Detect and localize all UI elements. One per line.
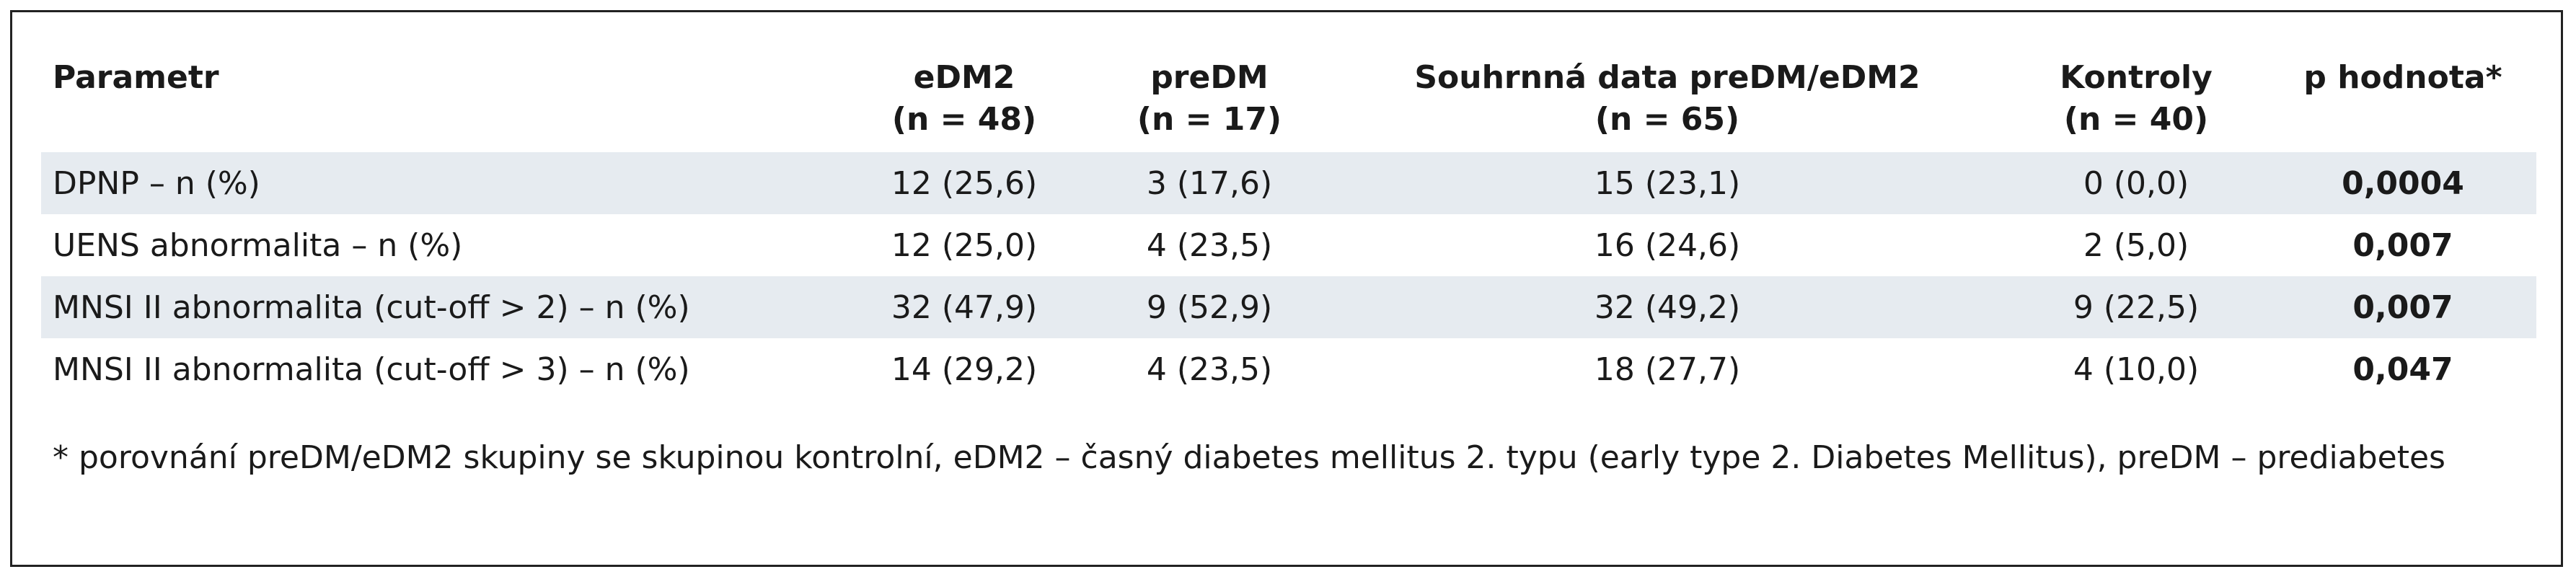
table-row: DPNP – n (%) 12 (25,6) 3 (17,6) 15 (23,1… xyxy=(41,152,2536,214)
cell-param: MNSI II abnormalita (cut-off > 3) – n (%… xyxy=(53,351,690,388)
cell-summary: 32 (49,2) xyxy=(1332,276,2003,338)
cell-edm2: 14 (29,2) xyxy=(891,351,1038,388)
cell-edm2: 32 (47,9) xyxy=(842,276,1087,338)
cell-summary: 15 (23,1) xyxy=(1332,152,2003,214)
cell-controls: 0 (0,0) xyxy=(2003,152,2270,214)
cell-param: DPNP – n (%) xyxy=(41,152,842,214)
cell-predm: 4 (23,5) xyxy=(1146,351,1273,388)
cell-p-value: 0,007 xyxy=(2270,276,2536,338)
table-footnote: * porovnání preDM/eDM2 skupiny se skupin… xyxy=(53,439,2445,476)
cell-summary: 18 (27,7) xyxy=(1594,351,1741,388)
table-frame: Parametr eDM2 (n = 48) preDM (n = 17) So… xyxy=(10,10,2563,567)
cell-predm: 3 (17,6) xyxy=(1087,152,1332,214)
cell-controls: 4 (10,0) xyxy=(2073,351,2200,388)
table-row: MNSI II abnormalita (cut-off > 2) – n (%… xyxy=(41,276,2536,338)
cell-edm2: 12 (25,6) xyxy=(842,152,1087,214)
cell-controls: 9 (22,5) xyxy=(2003,276,2270,338)
cell-p-value: 0,047 xyxy=(2352,351,2453,388)
header-p-value: p hodnota* xyxy=(2303,59,2502,96)
cell-summary: 16 (24,6) xyxy=(1594,226,1741,264)
cell-p-value: 0,007 xyxy=(2352,226,2453,264)
cell-predm: 4 (23,5) xyxy=(1146,226,1273,264)
results-table: Parametr eDM2 (n = 48) preDM (n = 17) So… xyxy=(41,47,2536,400)
cell-param: MNSI II abnormalita (cut-off > 2) – n (%… xyxy=(41,276,842,338)
header-predm: preDM (n = 17) xyxy=(1137,59,1282,138)
cell-controls: 2 (5,0) xyxy=(2083,226,2189,264)
cell-p-value: 0,0004 xyxy=(2270,152,2536,214)
cell-predm: 9 (52,9) xyxy=(1087,276,1332,338)
table-header: Parametr eDM2 (n = 48) preDM (n = 17) So… xyxy=(41,47,2536,152)
header-parametr: Parametr xyxy=(53,59,219,96)
cell-param: UENS abnormalita – n (%) xyxy=(53,226,463,264)
header-summary: Souhrnná data preDM/eDM2 (n = 65) xyxy=(1414,59,1920,138)
cell-edm2: 12 (25,0) xyxy=(891,226,1038,264)
table-row: MNSI II abnormalita (cut-off > 3) – n (%… xyxy=(41,338,2536,400)
table-body: DPNP – n (%) 12 (25,6) 3 (17,6) 15 (23,1… xyxy=(41,152,2536,400)
header-controls: Kontroly (n = 40) xyxy=(2060,59,2213,138)
header-edm2: eDM2 (n = 48) xyxy=(891,59,1037,138)
table-row: UENS abnormalita – n (%) 12 (25,0) 4 (23… xyxy=(41,214,2536,276)
